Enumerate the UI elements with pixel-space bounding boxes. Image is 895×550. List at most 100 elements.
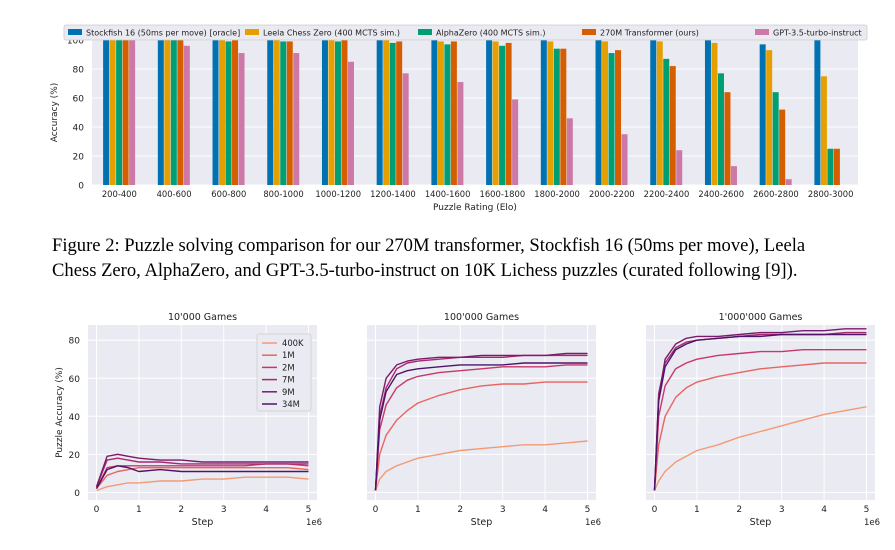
y-tick-label: 40: [73, 124, 85, 134]
bar: [122, 40, 129, 185]
series-line: [653, 362, 867, 491]
panel-title: 10'000 Games: [168, 312, 237, 323]
figure-caption: Figure 2: Puzzle solving comparison for …: [52, 233, 888, 283]
bar: [621, 134, 628, 185]
bar: [650, 40, 657, 185]
series-line: [95, 453, 309, 487]
accuracy-bar-chart: 0 20 40 60 80 100 Accuracy (%) Puzzle Rating (E…: [50, 24, 868, 213]
bar: [450, 41, 457, 186]
legend-label: 7M: [282, 375, 295, 385]
bar: [759, 44, 766, 185]
x-tick-label: 5: [864, 505, 870, 515]
bar: [724, 92, 731, 185]
y-tick-label: 0: [78, 182, 84, 192]
bar: [540, 40, 547, 185]
bar: [334, 41, 341, 186]
legend-box: [63, 24, 868, 41]
bar: [566, 118, 573, 185]
x-tick-label: 2600-2800: [753, 189, 799, 199]
bar: [492, 41, 499, 186]
series-line: [653, 333, 867, 491]
x-axis-label: Step: [750, 517, 772, 528]
x-tick-label: 4: [821, 505, 827, 515]
legend-label: 9M: [282, 387, 295, 397]
x-axis-multiplier: 1e6: [585, 518, 601, 528]
x-tick-label: 0: [94, 505, 100, 515]
bar: [602, 41, 609, 186]
x-tick-label: 2: [736, 505, 742, 515]
series-line: [374, 364, 588, 491]
bar: [396, 41, 403, 186]
bar: [280, 41, 287, 186]
y-tick-label: 80: [73, 66, 85, 76]
bar: [785, 179, 792, 185]
bar: [827, 148, 834, 185]
bar: [457, 82, 464, 185]
x-tick-label: 1200-1400: [370, 189, 416, 199]
x-tick-label: 4: [542, 505, 548, 515]
legend-swatch: [582, 29, 596, 35]
x-tick-label: 800-1000: [263, 189, 303, 199]
x-tick-label: 1000-1200: [315, 189, 361, 199]
series-line: [653, 349, 867, 491]
x-axis-label: Puzzle Rating (Elo): [433, 203, 517, 213]
x-tick-label: 5: [585, 505, 591, 515]
legend-label: Stockfish 16 (50ms per move) [oracle]: [86, 29, 240, 38]
bar: [170, 40, 177, 185]
bar: [766, 50, 773, 186]
legend-swatch: [755, 29, 769, 35]
y-tick-label: 60: [69, 375, 81, 385]
x-tick-label: 2: [457, 505, 463, 515]
bar: [499, 45, 506, 185]
x-tick-label: 1: [136, 505, 142, 515]
series-line: [653, 406, 867, 491]
x-tick-label: 0: [652, 505, 658, 515]
bar: [547, 41, 554, 186]
y-tick-label: 20: [73, 153, 85, 163]
bar: [730, 166, 737, 185]
bar: [615, 50, 622, 186]
series-line: [653, 328, 867, 491]
legend-label: 34M: [282, 399, 300, 409]
x-tick-label: 5: [306, 505, 312, 515]
series-line: [95, 457, 309, 487]
bar: [676, 150, 683, 185]
bar: [129, 40, 136, 185]
bar: [341, 40, 348, 185]
y-tick-label: 0: [74, 489, 80, 499]
bar: [704, 40, 711, 185]
legend-label: 270M Transformer (ours): [600, 29, 699, 38]
x-axis-label: Step: [471, 517, 493, 528]
x-tick-label: 1: [415, 505, 421, 515]
y-axis-label: Accuracy (%): [50, 83, 60, 143]
bar: [560, 48, 567, 186]
x-tick-label: 2000-2200: [589, 189, 635, 199]
y-tick-label: 80: [69, 337, 81, 347]
series-line: [374, 362, 588, 491]
x-axis-label: Step: [192, 517, 214, 528]
series-line: [95, 465, 309, 489]
bar: [376, 40, 383, 185]
bar: [286, 41, 293, 186]
x-tick-label: 2: [178, 505, 184, 515]
bar: [389, 42, 396, 186]
x-tick-label: 1600-1800: [480, 189, 526, 199]
x-tick-label: 2800-3000: [808, 189, 854, 199]
panel-title: 1'000'000 Games: [719, 312, 803, 323]
x-tick-label: 2200-2400: [644, 189, 690, 199]
legend-swatch: [418, 29, 432, 35]
bar: [238, 53, 245, 185]
x-tick-label: 1800-2000: [534, 189, 580, 199]
x-tick-label: 3: [221, 505, 227, 515]
x-tick-label: 2400-2600: [698, 189, 744, 199]
x-tick-label: 3: [779, 505, 785, 515]
plot-background: [92, 40, 858, 185]
bar: [328, 40, 335, 185]
bar: [116, 40, 123, 185]
y-axis-label: Puzzle Accuracy (%): [55, 367, 65, 458]
x-axis-multiplier: 1e6: [306, 518, 322, 528]
bar: [663, 58, 670, 185]
legend-swatch: [245, 29, 259, 35]
y-tick-label: 60: [73, 95, 85, 105]
